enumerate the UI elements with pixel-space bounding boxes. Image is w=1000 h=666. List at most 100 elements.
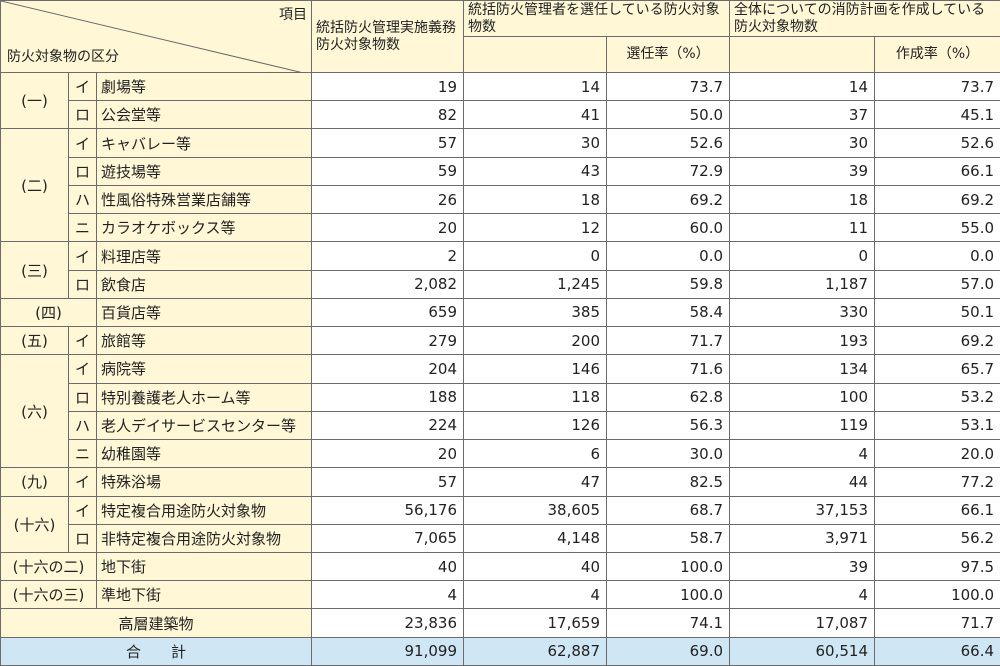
table-row: ニ 幼稚園等 20 6 30.0 4 20.0 bbox=[1, 439, 1000, 469]
value-cell: 58.7 bbox=[606, 523, 731, 553]
value-cell: 71.6 bbox=[606, 354, 731, 384]
sub-cell: ロ bbox=[68, 382, 97, 412]
name-cell: キャバレー等 bbox=[95, 128, 313, 158]
name-cell: 公会堂等 bbox=[95, 100, 313, 130]
category-label: 防火対象物の区分 bbox=[7, 49, 119, 65]
table-row: ロ 遊技場等 59 43 72.9 39 66.1 bbox=[1, 156, 1000, 186]
name-cell: 旅館等 bbox=[95, 326, 313, 356]
table-row: ハ 性風俗特殊営業店舗等 26 18 69.2 18 69.2 bbox=[1, 184, 1000, 215]
category-cell: (三) bbox=[0, 241, 69, 299]
value-cell: 146 bbox=[463, 354, 608, 384]
name-cell: 病院等 bbox=[95, 354, 313, 384]
name-cell: 料理店等 bbox=[95, 241, 313, 271]
value-cell: 53.2 bbox=[874, 382, 1000, 412]
value-cell: 12 bbox=[463, 213, 608, 243]
name-cell: 性風俗特殊営業店舗等 bbox=[95, 184, 313, 215]
value-cell: 659 bbox=[311, 297, 465, 328]
value-cell: 0 bbox=[729, 241, 876, 271]
value-cell: 4 bbox=[463, 580, 608, 610]
header-corner-cell: 項目 防火対象物の区分 bbox=[0, 0, 313, 73]
value-cell: 82 bbox=[311, 100, 465, 130]
name-cell: 非特定複合用途防火対象物 bbox=[95, 523, 313, 553]
sub-cell: ハ bbox=[68, 410, 97, 441]
sub-cell: ロ bbox=[68, 523, 97, 553]
value-cell: 66.4 bbox=[874, 636, 1000, 666]
table-row: (一) イ 劇場等 19 14 73.7 14 73.7 bbox=[0, 71, 1000, 130]
value-cell: 4 bbox=[729, 439, 876, 469]
category-cell: (十六) bbox=[0, 495, 69, 553]
header-col5: 作成率（%） bbox=[874, 36, 1000, 73]
value-cell: 66.1 bbox=[874, 495, 1000, 525]
name-cell: 高層建築物 bbox=[0, 608, 313, 638]
table-row: (三) イ 料理店等 2 0 0.0 0 0.0 bbox=[0, 241, 1000, 299]
value-cell: 39 bbox=[729, 156, 876, 186]
header-col2: 統括防火管理者を選任している防火対象物数 bbox=[463, 0, 731, 37]
table-row: (十六の二) 地下街 40 40 100.0 39 97.5 bbox=[0, 551, 1000, 582]
category-cell: (二) bbox=[0, 128, 69, 243]
table-row: ロ 特別養護老人ホーム等 188 118 62.8 100 53.2 bbox=[1, 382, 1000, 412]
value-cell: 38,605 bbox=[463, 495, 608, 525]
sub-cell: イ bbox=[68, 326, 97, 356]
sub-cell: イ bbox=[68, 128, 97, 158]
value-cell: 57 bbox=[311, 128, 465, 158]
value-cell: 17,659 bbox=[463, 608, 608, 638]
value-cell: 4 bbox=[311, 580, 465, 610]
value-cell: 45.1 bbox=[874, 100, 1000, 130]
category-cell: (四) bbox=[0, 297, 97, 328]
value-cell: 14 bbox=[729, 71, 876, 102]
value-cell: 60,514 bbox=[729, 636, 876, 666]
name-cell: 老人デイサービスセンター等 bbox=[95, 410, 313, 441]
value-cell: 53.1 bbox=[874, 410, 1000, 441]
sub-cell: イ bbox=[68, 71, 97, 102]
value-cell: 30 bbox=[729, 128, 876, 158]
value-cell: 30.0 bbox=[606, 439, 731, 469]
value-cell: 18 bbox=[463, 184, 608, 215]
value-cell: 68.7 bbox=[606, 495, 731, 525]
value-cell: 19 bbox=[311, 71, 465, 102]
table-row: ロ 非特定複合用途防火対象物 7,065 4,148 58.7 3,971 56… bbox=[1, 523, 1000, 553]
value-cell: 77.2 bbox=[874, 467, 1000, 497]
value-cell: 71.7 bbox=[874, 608, 1000, 638]
value-cell: 50.0 bbox=[606, 100, 731, 130]
category-cell: (六) bbox=[0, 354, 69, 469]
total-row: 合 計 91,099 62,887 69.0 60,514 66.4 bbox=[0, 636, 1000, 666]
value-cell: 91,099 bbox=[311, 636, 465, 666]
value-cell: 100.0 bbox=[606, 551, 731, 582]
value-cell: 73.7 bbox=[606, 71, 731, 102]
sub-cell: ニ bbox=[68, 439, 97, 469]
sub-cell: ロ bbox=[68, 100, 97, 130]
header-col3: 選任率（%） bbox=[606, 36, 731, 73]
value-cell: 330 bbox=[729, 297, 876, 328]
value-cell: 2 bbox=[311, 241, 465, 271]
value-cell: 59.8 bbox=[606, 269, 731, 299]
table-row: (四) 百貨店等 659 385 58.4 330 50.1 bbox=[0, 297, 1000, 328]
category-cell: (十六の三) bbox=[0, 580, 97, 610]
value-cell: 204 bbox=[311, 354, 465, 384]
value-cell: 62.8 bbox=[606, 382, 731, 412]
value-cell: 44 bbox=[729, 467, 876, 497]
value-cell: 72.9 bbox=[606, 156, 731, 186]
value-cell: 17,087 bbox=[729, 608, 876, 638]
table-row: (五) イ 旅館等 279 200 71.7 193 69.2 bbox=[0, 326, 1000, 356]
table-row: (二) イ キャバレー等 57 30 52.6 30 52.6 bbox=[0, 128, 1000, 243]
value-cell: 119 bbox=[729, 410, 876, 441]
value-cell: 188 bbox=[311, 382, 465, 412]
category-cell: (五) bbox=[0, 326, 69, 356]
value-cell: 0 bbox=[463, 241, 608, 271]
category-cell: (一) bbox=[0, 71, 69, 130]
value-cell: 65.7 bbox=[874, 354, 1000, 384]
value-cell: 69.2 bbox=[606, 184, 731, 215]
value-cell: 69.2 bbox=[874, 184, 1000, 215]
value-cell: 193 bbox=[729, 326, 876, 356]
name-cell: 百貨店等 bbox=[95, 297, 313, 328]
value-cell: 58.4 bbox=[606, 297, 731, 328]
value-cell: 4,148 bbox=[463, 523, 608, 553]
value-cell: 56.3 bbox=[606, 410, 731, 441]
value-cell: 100 bbox=[729, 382, 876, 412]
value-cell: 50.1 bbox=[874, 297, 1000, 328]
value-cell: 40 bbox=[311, 551, 465, 582]
value-cell: 118 bbox=[463, 382, 608, 412]
value-cell: 57 bbox=[311, 467, 465, 497]
table-row: ロ 飲食店 2,082 1,245 59.8 1,187 57.0 bbox=[1, 269, 1000, 299]
value-cell: 18 bbox=[729, 184, 876, 215]
